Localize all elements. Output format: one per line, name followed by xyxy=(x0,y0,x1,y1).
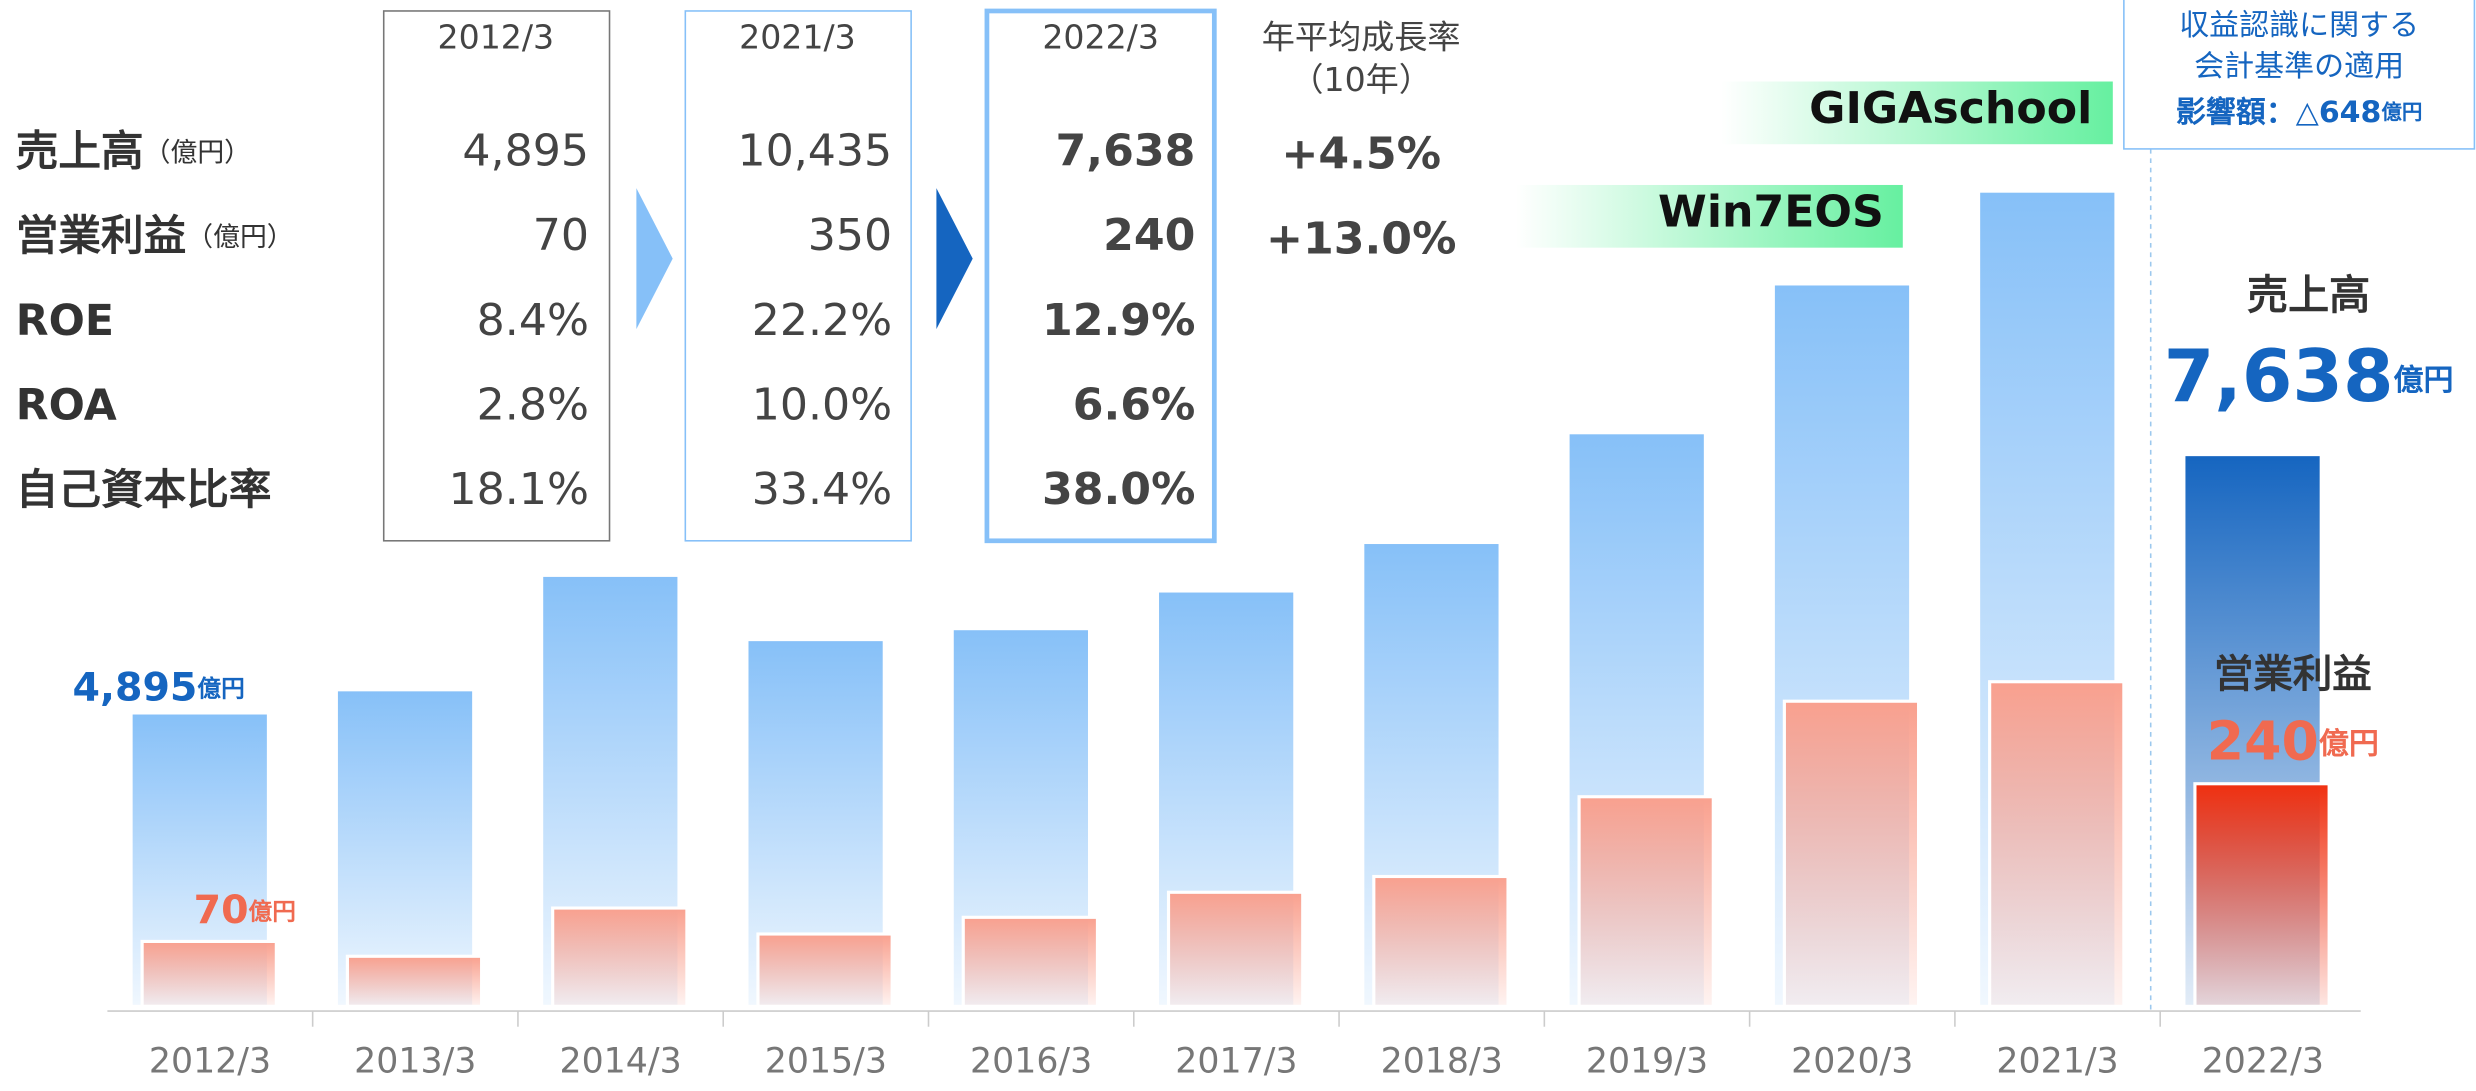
x-tick-label: 2018/3 xyxy=(1381,1042,1503,1082)
x-tick-label: 2012/3 xyxy=(149,1042,271,1082)
col-header: 2022/3 xyxy=(1042,18,1159,57)
cell: 7,638 xyxy=(1056,126,1196,177)
unit: 億円 xyxy=(197,674,244,702)
col-box xyxy=(684,10,912,542)
label: 営業利益 xyxy=(2214,652,2372,698)
row-label: 売上高（億円） xyxy=(16,127,251,176)
bar xyxy=(140,939,278,1008)
row-label: ROA xyxy=(16,381,117,430)
row-label: 営業利益 xyxy=(16,212,187,261)
arrow xyxy=(636,188,673,330)
unit: 億円 xyxy=(2393,362,2453,397)
badge xyxy=(1721,81,2113,145)
cell: 2.8% xyxy=(477,380,589,431)
bar xyxy=(345,954,484,1008)
row-label: ROE xyxy=(16,297,114,346)
arrow xyxy=(936,188,973,330)
col-header: 2021/3 xyxy=(739,18,856,57)
x-tick-label: 2013/3 xyxy=(354,1042,476,1082)
row-unit: （億円） xyxy=(186,222,293,253)
note: 影響額：△648億円 xyxy=(2176,94,2423,129)
data-label: 4,895億円 xyxy=(73,664,245,710)
row-label: 売上高 xyxy=(16,127,144,176)
col-box xyxy=(382,10,611,542)
bar xyxy=(551,906,689,1008)
badge-text: Win7EOS xyxy=(1658,187,1884,238)
cell: 70 xyxy=(533,210,589,261)
x-tick-label: 2021/3 xyxy=(1996,1042,2118,1082)
bar xyxy=(334,688,476,1008)
bar xyxy=(2193,782,2331,1008)
cell: 18.1% xyxy=(449,464,589,515)
note: 影響額：△648 xyxy=(2176,94,2382,129)
cell: 22.2% xyxy=(752,295,892,346)
growth: +4.5% xyxy=(1281,129,1441,180)
growth-header: 年平均成長率 xyxy=(1262,18,1461,57)
data-label: 7,638億円 xyxy=(2164,335,2454,419)
data-label: 4,895 xyxy=(73,664,198,710)
row-label: 自己資本比率 xyxy=(16,466,272,515)
unit: 億円 xyxy=(249,897,296,925)
row-label: ROE xyxy=(16,297,114,346)
bar xyxy=(1988,680,2126,1008)
note-box xyxy=(2123,0,2476,150)
label: 売上高 xyxy=(2247,271,2370,319)
note: 収益認識に関する xyxy=(2179,8,2419,43)
bar xyxy=(756,932,894,1008)
x-tick-label: 2019/3 xyxy=(1586,1042,1708,1082)
data-label: 70億円 xyxy=(194,887,296,933)
col-box xyxy=(984,8,1217,544)
data-label: 240億円 xyxy=(2207,709,2379,772)
growth-header: （10年） xyxy=(1290,60,1432,99)
x-tick-label: 2014/3 xyxy=(559,1042,681,1082)
growth: +13.0% xyxy=(1266,214,1456,265)
x-tick-label: 2015/3 xyxy=(765,1042,887,1082)
bar xyxy=(1577,795,1715,1008)
data-label: 240 xyxy=(2207,709,2319,772)
badge-text: GIGAschool xyxy=(1809,83,2092,134)
cell: 12.9% xyxy=(1042,295,1195,346)
note-unit: 億円 xyxy=(2381,100,2422,124)
bar xyxy=(961,915,1100,1008)
x-tick-label: 2017/3 xyxy=(1175,1042,1297,1082)
cell: 240 xyxy=(1103,210,1195,261)
cell: 33.4% xyxy=(752,464,892,515)
note: 会計基準の適用 xyxy=(2194,49,2404,84)
cell: 10,435 xyxy=(737,126,892,177)
bar xyxy=(1782,699,1921,1008)
cell: 10.0% xyxy=(752,380,892,431)
bar xyxy=(1372,874,1510,1008)
cell: 38.0% xyxy=(1042,464,1195,515)
bar xyxy=(1166,890,1305,1008)
col-header: 2012/3 xyxy=(438,18,555,57)
x-tick-label: 2020/3 xyxy=(1791,1042,1913,1082)
bars xyxy=(129,189,2331,1008)
cell: 4,895 xyxy=(462,126,589,177)
row-label: 自己資本比率 xyxy=(16,466,272,515)
data-label: 70 xyxy=(194,887,249,933)
row-label: 営業利益（億円） xyxy=(16,212,294,261)
unit: 億円 xyxy=(2319,726,2379,761)
cell: 8.4% xyxy=(477,295,589,346)
badge xyxy=(1515,184,1903,248)
row-label: ROA xyxy=(16,381,117,430)
data-label: 7,638 xyxy=(2164,335,2394,419)
x-tick-label: 2016/3 xyxy=(970,1042,1092,1082)
cell: 6.6% xyxy=(1073,380,1196,431)
x-tick-label: 2022/3 xyxy=(2202,1042,2324,1082)
row-unit: （億円） xyxy=(144,137,251,168)
cell: 350 xyxy=(808,210,892,261)
